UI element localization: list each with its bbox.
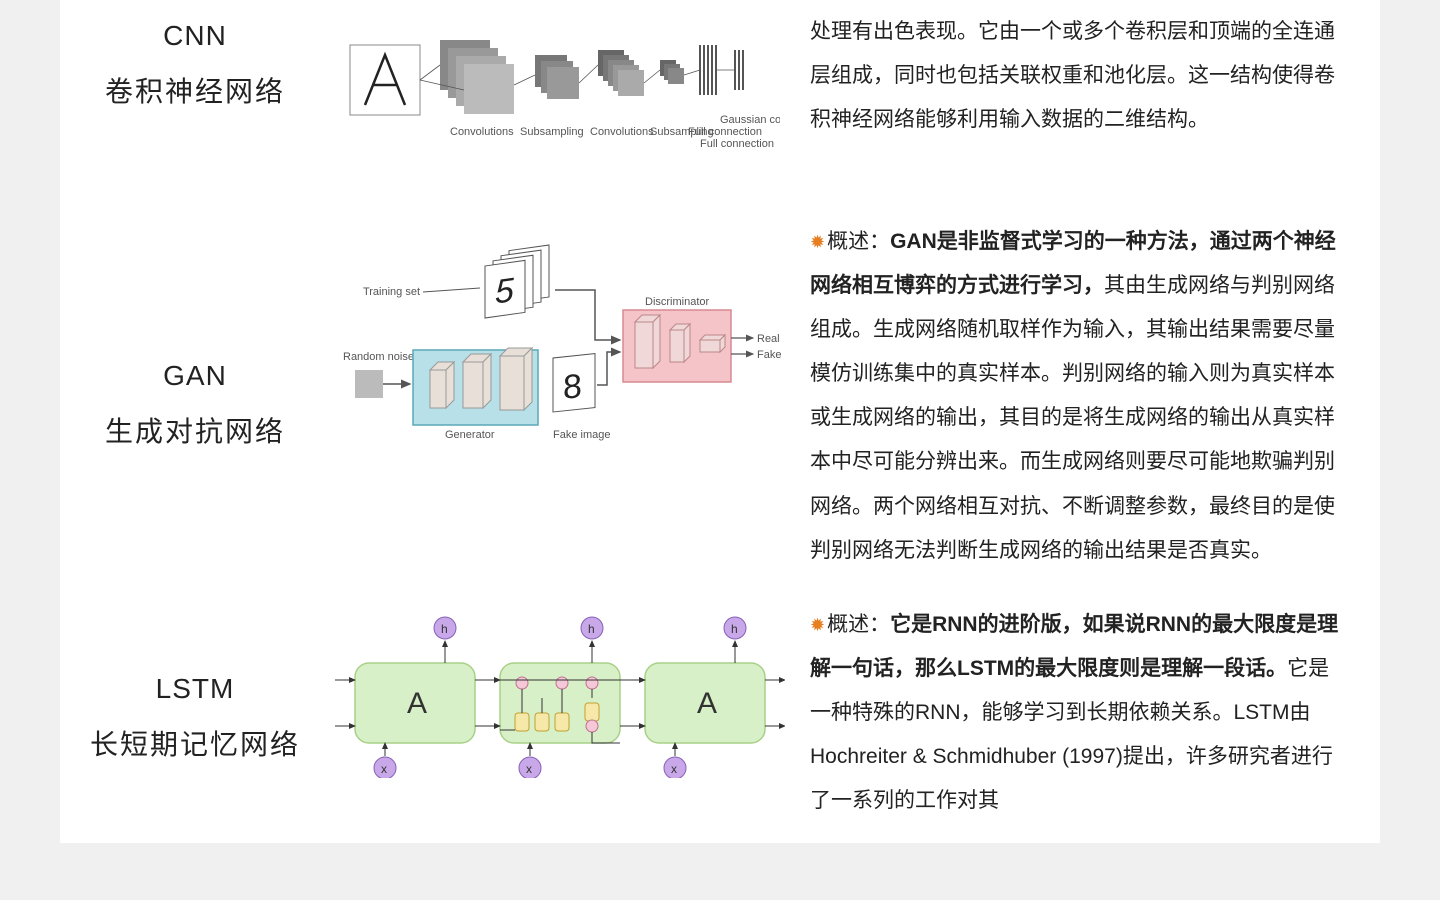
svg-text:Random noise: Random noise xyxy=(343,351,414,363)
zh-lstm: 长短期记忆网络 xyxy=(80,723,310,763)
svg-text:8: 8 xyxy=(563,367,582,407)
svg-text:Fake image: Fake image xyxy=(553,429,610,441)
diagram-cnn: Convolutions Subsampling Convolutions Su… xyxy=(330,10,790,190)
svg-text:Generator: Generator xyxy=(445,429,495,441)
row-cnn: CNN 卷积神经网络 xyxy=(80,0,1360,210)
svg-text:Training set: Training set xyxy=(363,286,420,298)
svg-text:Discriminator: Discriminator xyxy=(645,296,710,308)
desc-lstm-text: 它是一种特殊的RNN，能够学习到长期依赖关系。LSTM由Hochreiter &… xyxy=(810,657,1333,812)
zh-gan: 生成对抗网络 xyxy=(80,410,310,450)
svg-text:x: x xyxy=(671,762,677,776)
svg-text:h: h xyxy=(441,622,448,636)
abbr-cnn: CNN xyxy=(80,20,310,52)
svg-text:A: A xyxy=(407,687,427,720)
desc-lstm-label: 概述： xyxy=(827,613,890,636)
abbr-gan: GAN xyxy=(80,360,310,392)
abbr-lstm: LSTM xyxy=(80,673,310,705)
row-gan: GAN 生成对抗网络 5 Training set Rand xyxy=(80,210,1360,593)
svg-text:h: h xyxy=(588,622,595,636)
desc-cnn-text: 处理有出色表现。它由一个或多个卷积层和顶端的全连通层组成，同时也包括关联权重和池… xyxy=(810,20,1335,131)
diagram-lstm: A xyxy=(330,603,790,783)
desc-lstm: ✹概述：它是RNN的进阶版，如果说RNN的最大限度是理解一句话，那么LSTM的最… xyxy=(810,603,1360,823)
zh-cnn: 卷积神经网络 xyxy=(80,70,310,110)
svg-text:x: x xyxy=(381,762,387,776)
label-col-gan: GAN 生成对抗网络 xyxy=(80,220,310,450)
svg-text:Fake: Fake xyxy=(757,349,781,361)
svg-text:x: x xyxy=(526,762,532,776)
desc-lstm-bold: 它是RNN的进阶版，如果说RNN的最大限度是理解一句话，那么LSTM的最大限度则… xyxy=(810,613,1338,680)
bullet-icon: ✹ xyxy=(810,615,825,635)
svg-text:Full connection: Full connection xyxy=(700,138,774,150)
svg-text:5: 5 xyxy=(495,271,515,312)
svg-text:A: A xyxy=(697,687,717,720)
diagram-gan: 5 Training set Random noise Generator xyxy=(330,220,790,480)
desc-gan: ✹概述：GAN是非监督式学习的一种方法，通过两个神经网络相互博弈的方式进行学习，… xyxy=(810,220,1360,573)
desc-gan-text: 其由生成网络与判别网络组成。生成网络随机取样作为输入，其输出结果需要尽量模仿训练… xyxy=(810,274,1335,562)
label-col-cnn: CNN 卷积神经网络 xyxy=(80,10,310,110)
row-lstm: LSTM 长短期记忆网络 A xyxy=(80,593,1360,843)
svg-text:h: h xyxy=(731,622,738,636)
svg-text:Convolutions: Convolutions xyxy=(590,126,654,138)
svg-text:Full connection: Full connection xyxy=(688,126,762,138)
label-col-lstm: LSTM 长短期记忆网络 xyxy=(80,603,310,763)
desc-gan-label: 概述： xyxy=(827,230,890,253)
svg-text:Convolutions: Convolutions xyxy=(450,126,514,138)
svg-text:Subsampling: Subsampling xyxy=(520,126,584,138)
svg-text:Real: Real xyxy=(757,333,780,345)
bullet-icon: ✹ xyxy=(810,232,825,252)
desc-cnn: 处理有出色表现。它由一个或多个卷积层和顶端的全连通层组成，同时也包括关联权重和池… xyxy=(810,10,1360,142)
svg-text:Gaussian connections: Gaussian connections xyxy=(720,114,780,126)
